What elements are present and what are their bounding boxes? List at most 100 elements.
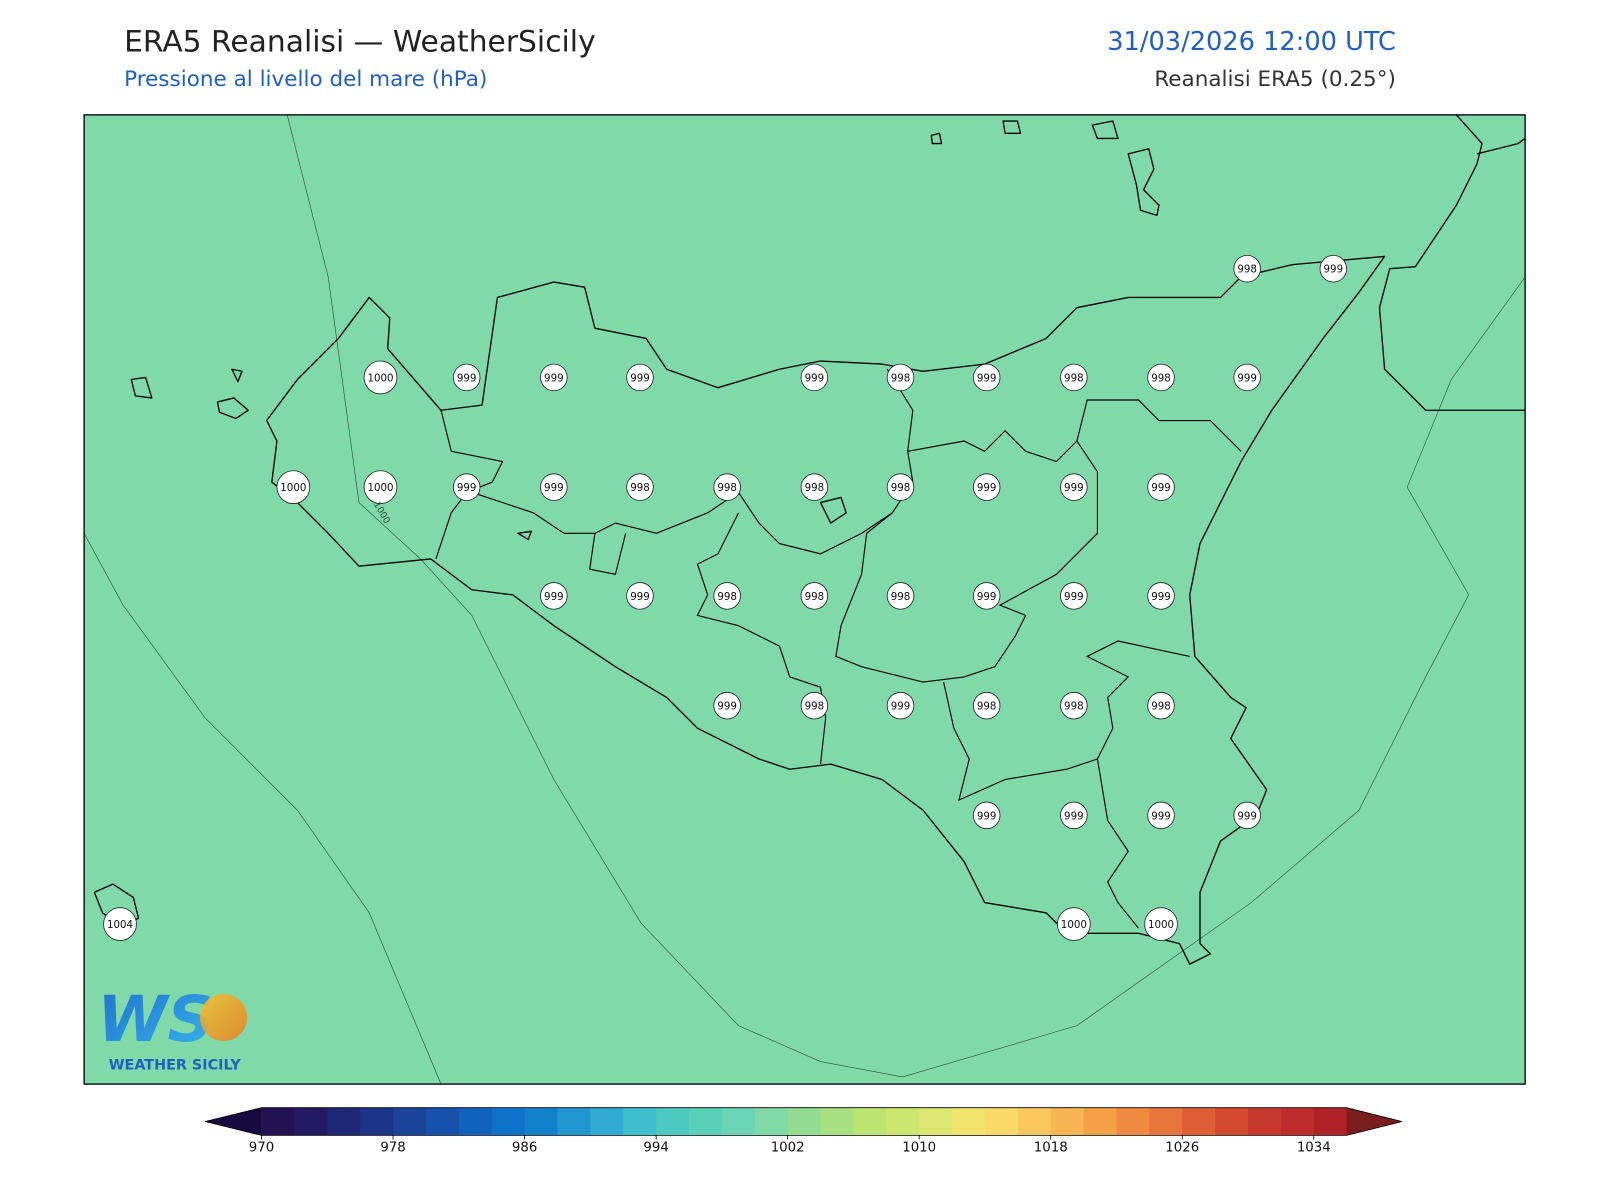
colorbar-box — [1280, 1107, 1315, 1136]
colorbar-box — [360, 1107, 394, 1136]
station-marker — [363, 360, 398, 395]
station-value: 999 — [1237, 372, 1257, 384]
station-value: 999 — [544, 372, 564, 384]
station-value: 1000 — [1148, 919, 1174, 931]
source: Reanalisi ERA5 (0.25°) — [1154, 67, 1396, 92]
colorbar-box — [919, 1107, 953, 1136]
pressure-field — [286, 114, 1526, 1078]
station-value: 998 — [717, 591, 737, 603]
station-value: 999 — [457, 372, 477, 384]
province-border — [435, 410, 504, 560]
station-marker — [1233, 254, 1261, 283]
station-marker — [800, 473, 829, 501]
colorbar-box — [1017, 1107, 1052, 1136]
station-marker — [1060, 691, 1088, 720]
colorbar-tick-label: 1002 — [771, 1141, 805, 1156]
colorbar-box — [820, 1107, 854, 1136]
colorbar-box — [623, 1107, 657, 1136]
logo: WS WEATHER SICILY — [97, 982, 248, 1074]
island — [93, 120, 1160, 929]
colorbar-box — [1116, 1107, 1150, 1136]
station-value: 998 — [977, 701, 997, 713]
station-marker — [1147, 691, 1175, 720]
station-value: 998 — [891, 372, 911, 384]
colorbar-box — [1215, 1107, 1249, 1136]
station-value: 1000 — [367, 372, 393, 384]
station-marker — [713, 473, 741, 501]
station-value: 999 — [544, 591, 564, 603]
station-marker — [800, 363, 829, 392]
station-marker — [1147, 801, 1175, 830]
colorbar-box — [524, 1107, 558, 1136]
colorbar-box — [984, 1107, 1019, 1136]
station-value: 998 — [805, 591, 825, 603]
colorbar-box — [1182, 1107, 1216, 1136]
station-marker — [972, 363, 1001, 392]
station-value: 999 — [1237, 810, 1257, 822]
logo-letters: WS — [97, 982, 213, 1056]
station-marker — [886, 582, 915, 610]
station-marker — [626, 363, 654, 392]
datetime: 31/03/2026 12:00 UTC — [1107, 27, 1396, 57]
station-value: 998 — [1064, 701, 1084, 713]
station-value: 999 — [977, 810, 997, 822]
station-marker — [1144, 907, 1178, 941]
station-value: 998 — [630, 482, 650, 494]
colorbar-box — [327, 1107, 361, 1136]
colorbar-box — [425, 1107, 460, 1136]
coastline — [265, 255, 1386, 965]
station-value: 998 — [1064, 372, 1084, 384]
station-value: 998 — [891, 482, 911, 494]
colorbar-tick-label: 1010 — [902, 1141, 936, 1156]
colorbar-tick-label: 978 — [380, 1141, 405, 1156]
station-marker — [713, 582, 741, 610]
station-marker — [886, 473, 915, 501]
station-marker — [1060, 363, 1088, 392]
station-value: 998 — [1237, 264, 1257, 276]
station-value: 999 — [1064, 810, 1084, 822]
station-marker — [1060, 582, 1088, 610]
colorbar-box — [1083, 1107, 1118, 1136]
title: ERA5 Reanalisi — WeatherSicily — [124, 25, 596, 60]
station-value: 999 — [977, 372, 997, 384]
station-value: 999 — [1064, 591, 1084, 603]
subtitle: Pressione al livello del mare (hPa) — [124, 67, 487, 92]
station-value: 1000 — [1061, 919, 1087, 931]
province-border — [907, 429, 1078, 463]
station-value: 999 — [805, 372, 825, 384]
colorbar-tick-label: 994 — [643, 1141, 668, 1156]
station-value: 998 — [805, 701, 825, 713]
colorbar-box — [787, 1107, 822, 1136]
station-value: 999 — [630, 591, 650, 603]
colorbar-under — [205, 1107, 262, 1136]
station-marker — [886, 363, 915, 392]
station-value: 998 — [717, 482, 737, 494]
station-marker — [1147, 363, 1175, 392]
station-value: 1004 — [107, 919, 133, 931]
station-value: 1000 — [280, 482, 306, 494]
station-value: 998 — [1151, 701, 1171, 713]
colorbar-box — [721, 1107, 756, 1136]
station-value: 999 — [977, 591, 997, 603]
logo-sun — [200, 993, 248, 1042]
coastline — [1476, 137, 1526, 155]
station-marker — [452, 363, 481, 392]
pressure-field — [84, 533, 442, 1085]
colorbar-box — [1313, 1107, 1348, 1136]
province-border — [589, 533, 627, 576]
colorbar-box — [952, 1107, 986, 1136]
colorbar-tick-label: 970 — [249, 1141, 274, 1156]
station-marker — [363, 470, 398, 504]
station-value: 998 — [891, 591, 911, 603]
station-marker — [540, 582, 568, 610]
station-value: 999 — [1324, 264, 1344, 276]
station-marker — [972, 691, 1001, 720]
colorbar-box — [656, 1107, 690, 1136]
station-marker — [276, 470, 311, 504]
station-value: 1000 — [367, 482, 393, 494]
station-marker — [103, 907, 137, 941]
station-value: 998 — [1151, 372, 1171, 384]
colorbar-box — [689, 1107, 723, 1136]
station-marker — [540, 473, 568, 501]
